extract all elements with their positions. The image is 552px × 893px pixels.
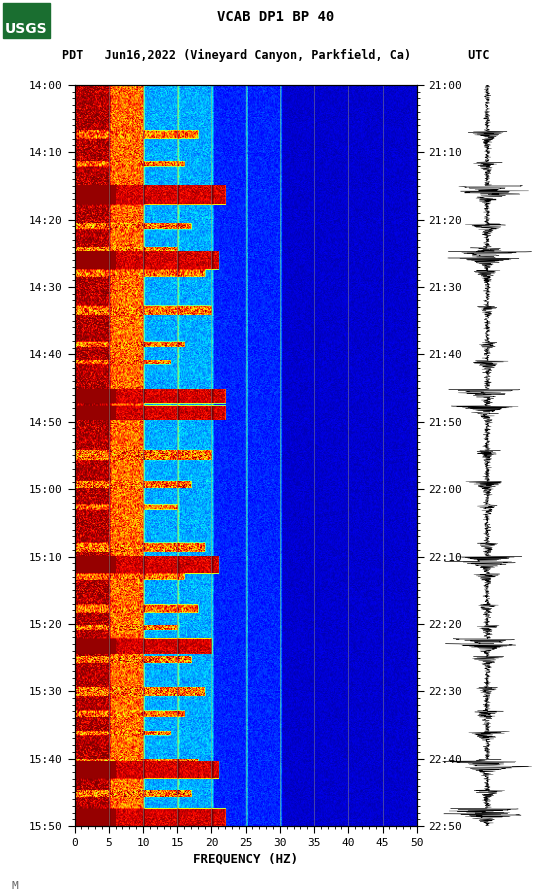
Text: USGS: USGS	[4, 21, 47, 36]
Text: M: M	[11, 880, 18, 890]
Text: VCAB DP1 BP 40: VCAB DP1 BP 40	[217, 10, 335, 24]
X-axis label: FREQUENCY (HZ): FREQUENCY (HZ)	[193, 852, 298, 865]
Bar	[3, 3, 50, 38]
Text: PDT   Jun16,2022 (Vineyard Canyon, Parkfield, Ca)        UTC: PDT Jun16,2022 (Vineyard Canyon, Parkfie…	[62, 49, 490, 63]
